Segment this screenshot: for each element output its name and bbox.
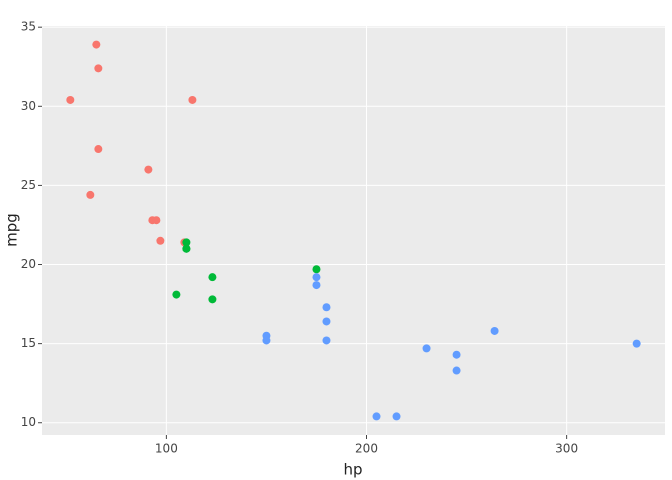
x-tick-label: 100	[155, 442, 178, 456]
plot-background	[42, 26, 665, 435]
point	[422, 344, 431, 353]
x-tick-label: 200	[355, 442, 378, 456]
point	[182, 238, 191, 247]
point	[452, 350, 461, 359]
point	[372, 412, 381, 421]
y-tick-label: 15	[21, 336, 36, 350]
point	[66, 95, 75, 104]
point	[312, 265, 321, 274]
y-tick-label: 35	[21, 20, 36, 34]
point	[312, 281, 321, 290]
point	[322, 317, 331, 326]
point	[86, 190, 95, 199]
point	[152, 216, 161, 225]
y-tick-label: 25	[21, 178, 36, 192]
x-axis-title: hp	[343, 461, 362, 479]
point	[156, 236, 165, 245]
y-axis-title: mpg	[3, 213, 21, 247]
grid: 10 15 20 25 30 35 100 200 300	[21, 20, 665, 456]
point	[172, 290, 181, 299]
point	[208, 295, 217, 304]
points	[66, 40, 641, 421]
point	[322, 303, 331, 312]
y-tick-label: 30	[21, 99, 36, 113]
point	[188, 95, 197, 104]
y-tick-label: 10	[21, 415, 36, 429]
point	[208, 273, 217, 282]
y-tick-label: 20	[21, 257, 36, 271]
point	[322, 336, 331, 345]
point	[262, 336, 271, 345]
point	[92, 40, 101, 49]
point	[182, 244, 191, 253]
point	[452, 366, 461, 375]
x-tick-label: 300	[555, 442, 578, 456]
point	[144, 165, 153, 174]
point	[490, 326, 499, 335]
point	[312, 273, 321, 282]
point	[392, 412, 401, 421]
point	[94, 64, 103, 73]
point	[632, 339, 641, 348]
point	[94, 145, 103, 154]
